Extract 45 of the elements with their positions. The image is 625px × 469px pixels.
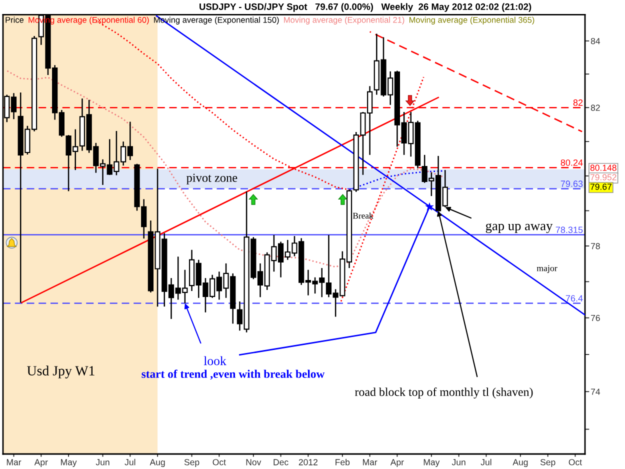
ref-line-label: 78.315: [556, 226, 583, 234]
ref-line-label: 80.24: [560, 159, 583, 166]
annotation: major: [536, 265, 558, 274]
text: 79.952: [590, 174, 616, 180]
x-tick-label: Apr: [34, 459, 48, 468]
annotation: gap up away: [486, 223, 553, 234]
y-tick-label: 82: [590, 104, 600, 111]
ref-line-label: 76.4: [566, 295, 583, 302]
x-tick-label: Jul: [124, 458, 136, 466]
text: Moving average (Exponential 21): [284, 16, 404, 24]
x-tick-label: Oct: [212, 459, 226, 466]
x-tick-label: Nov: [246, 459, 262, 466]
x-tick-label: Apr: [390, 459, 404, 468]
x-tick-label: Feb: [336, 458, 350, 466]
x-tick-label: Sep: [184, 459, 200, 468]
x-tick-label: Mar: [362, 459, 378, 466]
text: 79.67: [590, 184, 612, 190]
x-tick-label: Dec: [274, 459, 288, 466]
x-tick-label: Jun: [452, 459, 466, 466]
text: 80.148: [590, 164, 616, 171]
annotation: start of trend ,even with break below: [142, 370, 325, 380]
y-tick-label: 84: [590, 38, 600, 44]
x-tick-label: Jun: [96, 459, 110, 466]
x-tick-label: Sep: [540, 459, 556, 468]
chart-title: USDJPY - USD/JPY Spot 79.67 (0.00%) Weekly 26 May 2012 02:02 (21:02): [200, 3, 532, 12]
x-tick-label: 2012: [298, 459, 318, 466]
x-tick-label: May: [60, 459, 77, 468]
y-tick-label: 74: [591, 388, 600, 395]
annotation: look: [204, 356, 226, 366]
ref-line-label: 82: [573, 99, 583, 106]
x-tick-label: Oct: [568, 459, 582, 466]
band-label: pivot zone: [186, 174, 238, 184]
annotation: road block top of monthly tl (shaven): [355, 388, 533, 398]
y-tick-label: 78: [591, 243, 600, 250]
x-tick-label: May: [424, 459, 440, 468]
annotation: Break: [352, 212, 374, 219]
y-tick-label: 76: [591, 314, 600, 322]
x-tick-label: Aug: [150, 459, 165, 468]
series-label: Price: [6, 16, 24, 23]
legend-label: Moving average (Exponential 365): [409, 16, 534, 24]
x-tick-label: Aug: [512, 459, 528, 468]
annotation: Usd Jpy W1: [27, 366, 94, 378]
x-tick-label: Jul: [480, 458, 492, 466]
ref-line-label: 79.63: [560, 180, 583, 187]
x-tick-label: Mar: [6, 459, 22, 466]
